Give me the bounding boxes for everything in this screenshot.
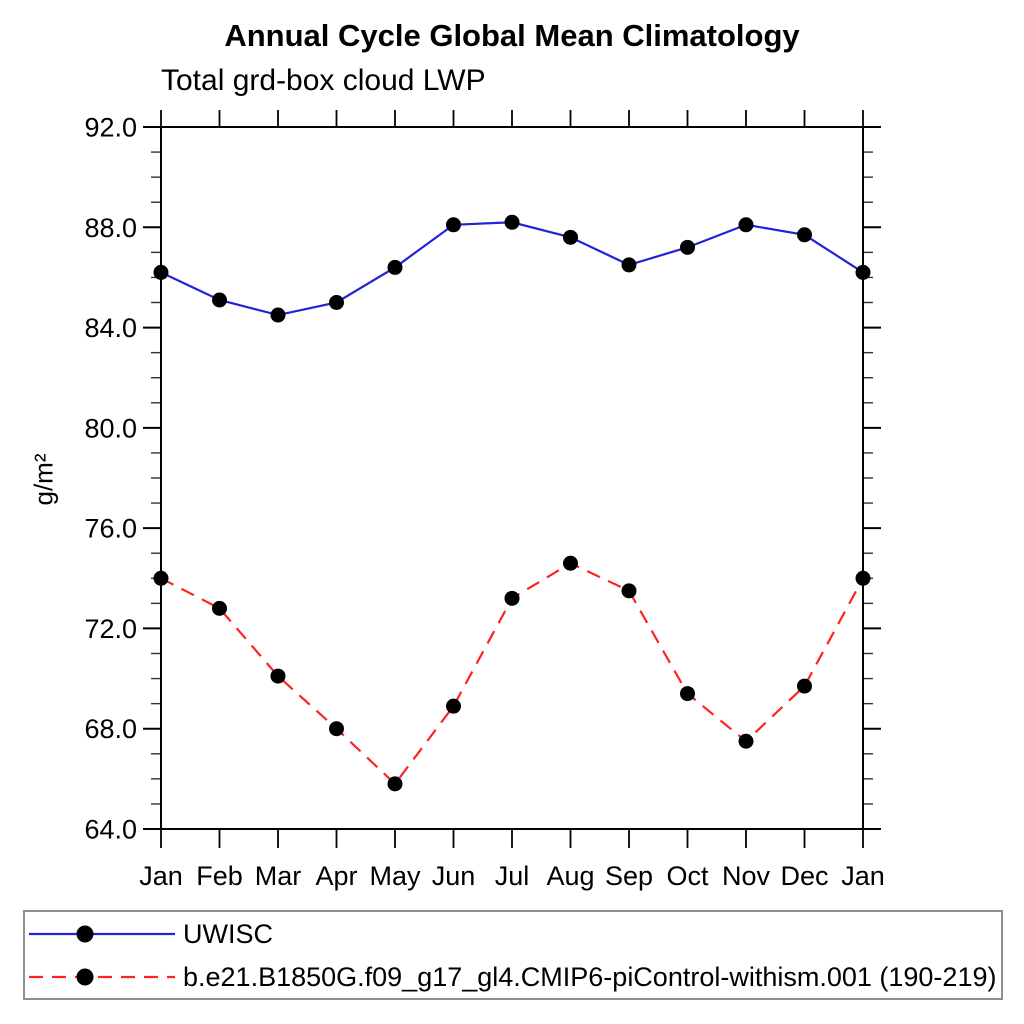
x-tick-label: Nov [722, 861, 771, 891]
series-marker-0 [738, 217, 754, 233]
series-marker-1 [212, 600, 227, 616]
x-tick-label: Mar [255, 861, 302, 891]
legend-item-uwisc: UWISC [27, 912, 273, 956]
series-marker-1 [855, 570, 871, 586]
x-tick-label: May [369, 861, 421, 891]
legend-label-uwisc: UWISC [183, 918, 273, 949]
series-marker-1 [563, 555, 578, 571]
series-marker-1 [153, 570, 169, 586]
legend-item-model: b.e21.B1850G.f09_g17_gl4.CMIP6-piControl… [27, 955, 996, 999]
chart-subtitle: Total grd-box cloud LWP [161, 64, 486, 97]
y-tick-label: 76.0 [84, 514, 137, 544]
series-marker-0 [621, 257, 637, 273]
legend: UWISC b.e21.B1850G.f09_g17_gl4.CMIP6-piC… [23, 910, 1003, 1000]
series-marker-1 [738, 733, 754, 749]
series-line-0 [160, 221, 864, 317]
series-marker-0 [270, 307, 286, 323]
x-tick-label: Apr [315, 861, 357, 891]
x-tick-label: Dec [780, 861, 828, 891]
series-marker-1 [329, 721, 344, 737]
plot-box [160, 126, 864, 830]
x-tick-label: Aug [546, 861, 594, 891]
series-marker-1 [446, 698, 461, 714]
series-marker-0 [563, 229, 578, 245]
x-tick-label: Jul [495, 861, 530, 891]
y-tick-label: 92.0 [84, 113, 137, 143]
series-marker-0 [329, 295, 344, 310]
series-marker-0 [446, 217, 461, 233]
x-tick-label: Feb [196, 861, 243, 891]
x-tick-label: Jan [139, 861, 183, 891]
series-marker-0 [797, 227, 812, 243]
y-tick-label: 88.0 [84, 213, 137, 243]
y-tick-label: 84.0 [84, 313, 137, 343]
series-marker-1 [504, 590, 520, 606]
series-marker-0 [680, 239, 695, 255]
y-tick-label: 80.0 [84, 413, 137, 443]
legend-sample-marker [76, 968, 94, 986]
chart-title: Annual Cycle Global Mean Climatology [224, 18, 800, 53]
legend-line-sample-uwisc [29, 925, 175, 943]
x-tick-label: Jun [432, 861, 476, 891]
series-marker-1 [270, 668, 286, 684]
legend-sample-marker [76, 925, 94, 943]
series-marker-0 [153, 264, 169, 280]
series-marker-1 [621, 583, 637, 599]
x-tick-label: Oct [666, 861, 709, 891]
series-marker-1 [797, 678, 812, 694]
series-marker-0 [504, 214, 520, 230]
series-marker-0 [855, 264, 871, 280]
series-marker-0 [212, 292, 227, 308]
y-tick-label: 68.0 [84, 714, 137, 744]
series-marker-1 [387, 776, 403, 792]
y-tick-label: 64.0 [84, 815, 137, 845]
y-tick-label: 72.0 [84, 614, 137, 644]
x-tick-label: Jan [841, 861, 885, 891]
x-tick-label: Sep [605, 861, 653, 891]
series-marker-0 [387, 259, 403, 275]
legend-line-sample-model [29, 968, 175, 986]
legend-label-model: b.e21.B1850G.f09_g17_gl4.CMIP6-piControl… [183, 961, 997, 992]
series-marker-1 [680, 686, 695, 702]
